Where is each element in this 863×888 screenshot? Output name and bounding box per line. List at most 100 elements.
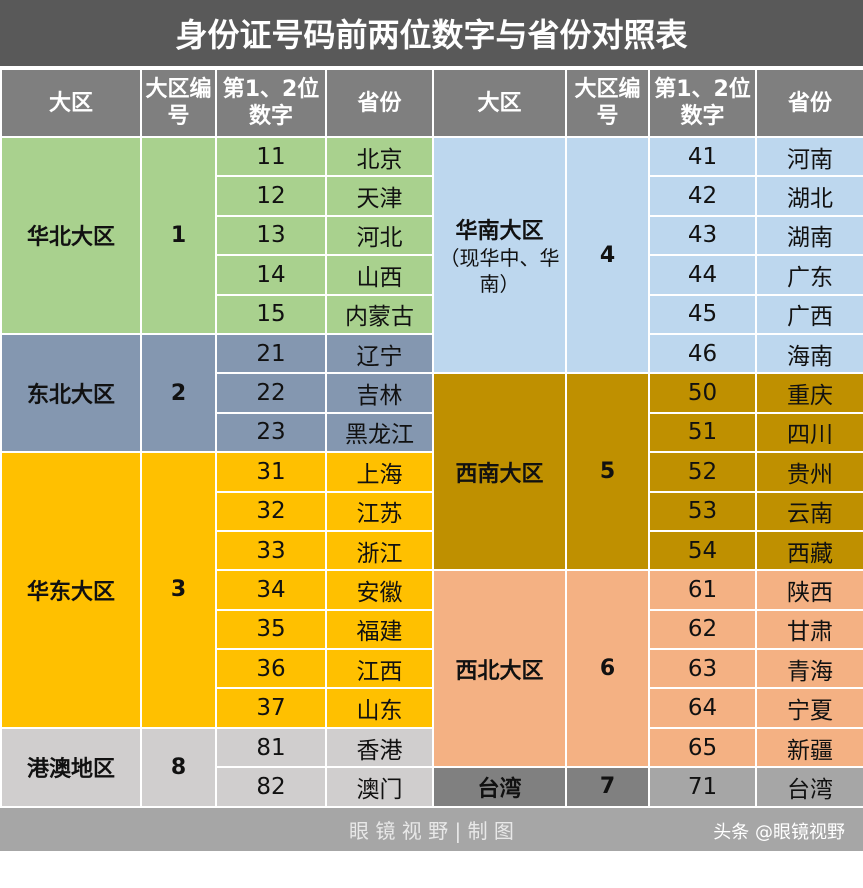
province: 陕西	[755, 569, 863, 611]
region-code: 5	[565, 372, 650, 572]
region-name: 港澳地区	[26, 757, 115, 783]
province: 黑龙江	[325, 411, 434, 454]
region-name: 华南大区	[455, 219, 544, 245]
region-cell: 东北大区	[0, 332, 142, 454]
province: 西藏	[755, 529, 863, 572]
province: 台湾	[755, 766, 863, 808]
table-row: 23 黑龙江 51 四川	[1, 411, 863, 454]
region-cell: 港澳地区	[0, 726, 142, 808]
table-row: 13 河北 43 湖南	[1, 214, 863, 257]
region-name: 西北大区	[455, 658, 544, 684]
code-number: 12	[215, 175, 327, 217]
region-code: 3	[140, 451, 217, 729]
code-number: 23	[215, 411, 327, 454]
code-number: 41	[648, 135, 757, 178]
region-name: 华东大区	[26, 579, 115, 605]
province: 湖南	[755, 214, 863, 257]
province: 山东	[325, 687, 434, 729]
province: 辽宁	[325, 332, 434, 375]
region-cell: 台湾	[432, 766, 567, 808]
province: 天津	[325, 175, 434, 217]
province: 广东	[755, 254, 863, 296]
code-number: 50	[648, 372, 757, 414]
table-row: 东北大区 2 21 辽宁 46 海南	[0, 332, 863, 454]
code-number: 53	[648, 490, 757, 532]
region-note: （现华中、华南）	[439, 246, 560, 297]
region-code: 1	[140, 136, 217, 335]
code-number: 37	[215, 687, 327, 729]
province: 云南	[755, 490, 863, 532]
region-cell: 西北大区	[432, 569, 567, 769]
province: 新疆	[755, 726, 863, 769]
province: 浙江	[325, 529, 434, 572]
footer: 眼 镜 视 野 | 制 图 头条 @眼镜视野	[0, 807, 863, 851]
province: 江西	[325, 648, 434, 690]
code-number: 63	[648, 648, 757, 690]
header-cell: 大区编号	[565, 68, 650, 138]
code-number: 32	[215, 490, 327, 532]
province: 香港	[325, 726, 434, 769]
title: 身份证号码前两位数字与省份对照表	[0, 0, 863, 66]
code-number: 33	[215, 529, 327, 572]
province: 江苏	[325, 490, 434, 532]
code-number: 14	[215, 254, 327, 296]
province: 河南	[755, 135, 863, 178]
province: 青海	[755, 648, 863, 690]
footer-text: 眼 镜 视 野 | 制 图	[349, 818, 514, 843]
code-number: 65	[648, 726, 757, 769]
code-number: 11	[215, 135, 327, 178]
code-number: 46	[648, 332, 757, 375]
region-code: 2	[140, 332, 217, 454]
province: 宁夏	[755, 687, 863, 729]
table-row: 32 江苏 53 云南	[1, 490, 863, 532]
province: 四川	[755, 411, 863, 454]
table-row: 22 吉林 西南大区 5 50 重庆	[1, 372, 863, 572]
table-row: 华东大区 3 31 上海 52 贵州	[0, 451, 863, 729]
table-row: 14 山西 44 广东	[1, 254, 863, 296]
code-number: 52	[648, 451, 757, 493]
province: 广西	[755, 293, 863, 335]
watermark: 头条 @眼镜视野	[713, 821, 845, 843]
header-cell: 大区	[432, 68, 567, 138]
region-name: 东北大区	[26, 383, 115, 409]
table-row: 华北大区 1 11 北京 华南大区 （现华中、华南） 4 41 河南	[0, 135, 863, 375]
header-cell: 第1、2位数字	[215, 68, 327, 138]
table-row: 82 澳门 台湾 7 71 台湾	[1, 766, 863, 808]
table-row: 33 浙江 54 西藏	[1, 529, 863, 572]
province: 山西	[325, 254, 434, 296]
region-cell: 华北大区	[0, 136, 142, 335]
code-number: 15	[215, 293, 327, 335]
code-number: 36	[215, 648, 327, 690]
region-name: 西南大区	[455, 461, 544, 487]
code-number: 34	[215, 569, 327, 611]
table-row: 港澳地区 8 81 香港 65 新疆	[0, 726, 863, 808]
code-number: 45	[648, 293, 757, 335]
province: 福建	[325, 608, 434, 651]
code-number: 71	[648, 766, 757, 808]
header-cell: 大区编号	[140, 68, 217, 138]
province: 安徽	[325, 569, 434, 611]
province: 北京	[325, 135, 434, 178]
code-number: 54	[648, 529, 757, 572]
code-number: 64	[648, 687, 757, 729]
province: 吉林	[325, 372, 434, 414]
region-cell: 华东大区	[0, 451, 142, 729]
code-number: 31	[215, 451, 327, 493]
table-row: 36 江西 63 青海	[1, 648, 863, 690]
table-row: 12 天津 42 湖北	[1, 175, 863, 217]
table-row: 15 内蒙古 45 广西	[1, 293, 863, 335]
region-cell: 西南大区	[432, 372, 567, 572]
province: 澳门	[325, 766, 434, 808]
region-name: 华北大区	[26, 225, 115, 251]
code-number: 42	[648, 175, 757, 217]
province: 重庆	[755, 372, 863, 414]
code-number: 21	[215, 332, 327, 375]
region-code: 4	[565, 135, 650, 375]
code-number: 62	[648, 608, 757, 651]
code-number: 13	[215, 214, 327, 257]
table: 大区 大区编号 第1、2位数字 省份 大区 大区编号 第1、2位数字 省份 华北大区 1 11 北京…	[0, 68, 863, 808]
code-number: 81	[215, 726, 327, 769]
code-number: 44	[648, 254, 757, 296]
code-number: 43	[648, 214, 757, 257]
